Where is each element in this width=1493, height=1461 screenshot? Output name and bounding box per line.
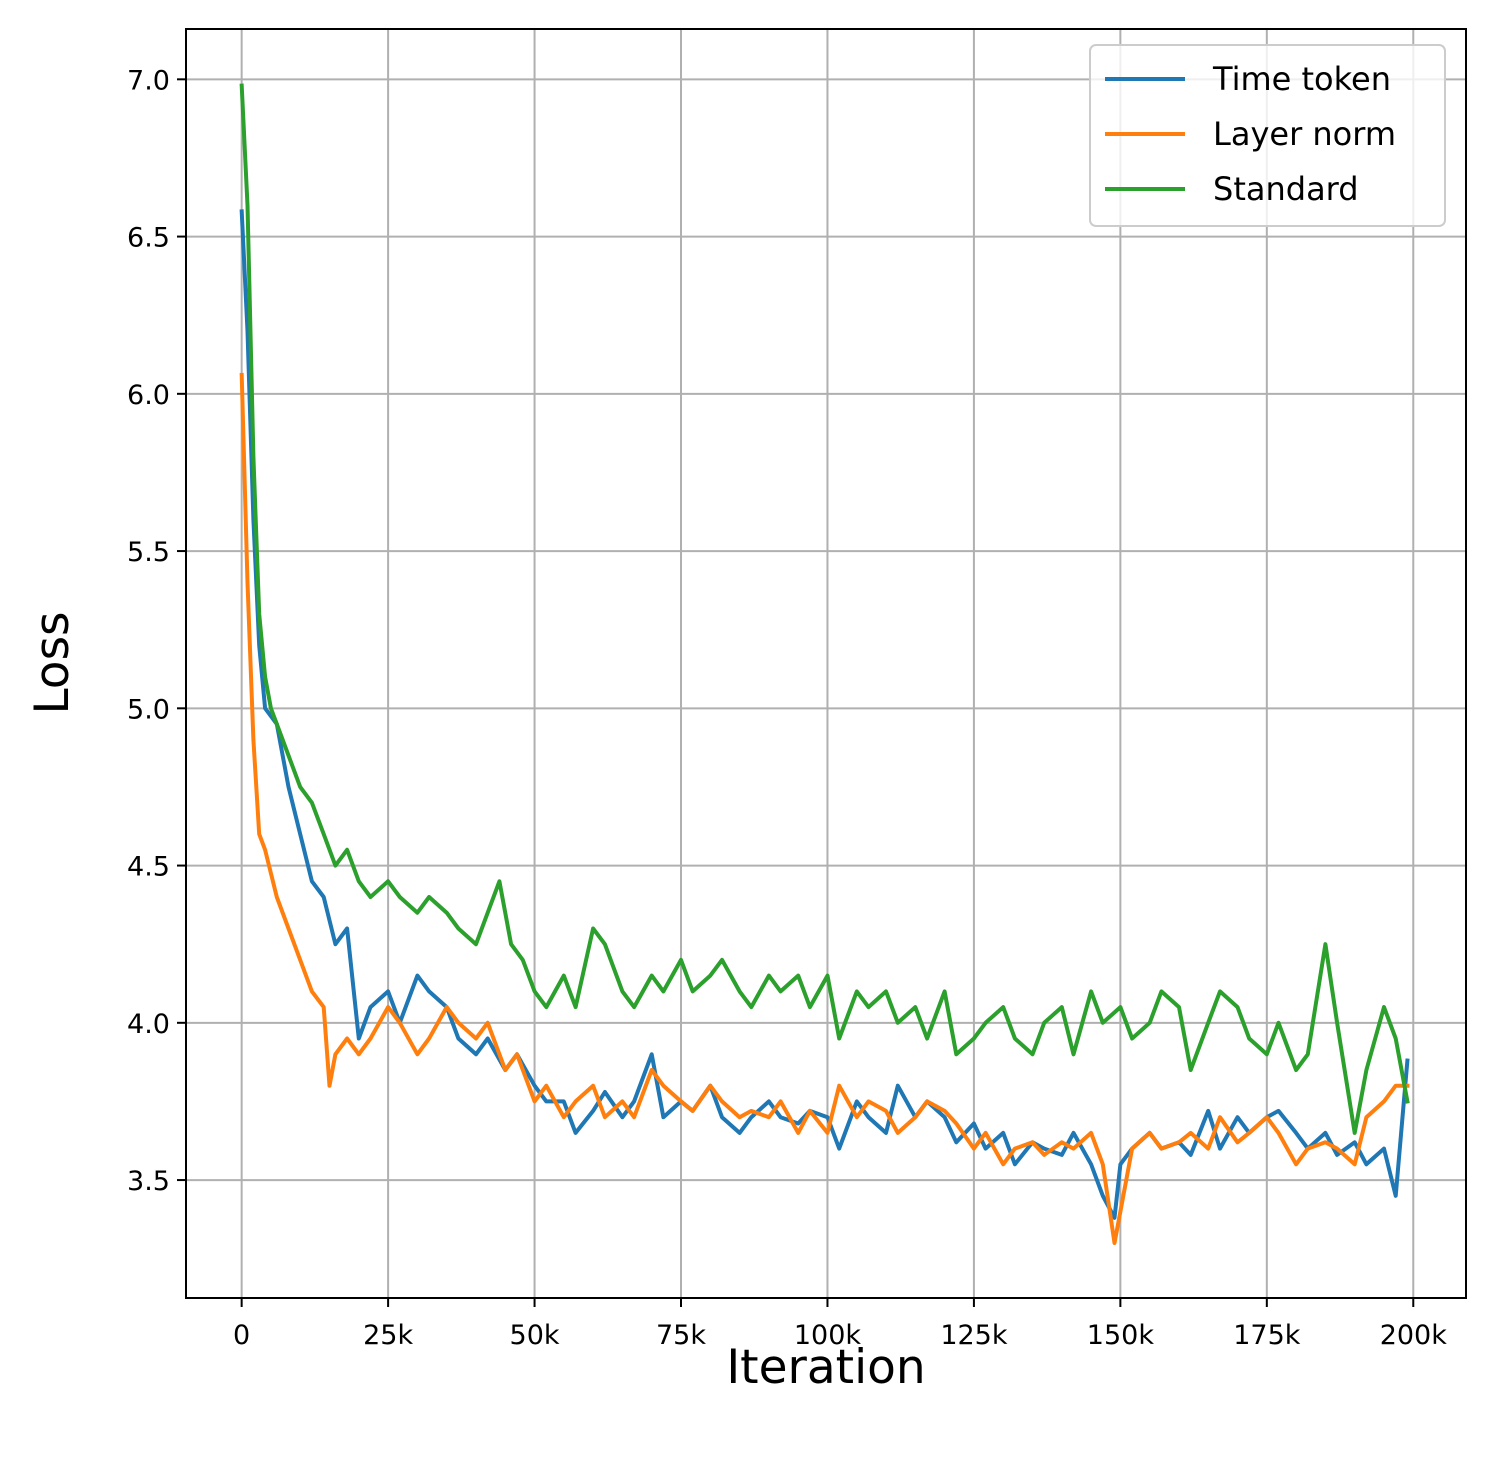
y-tick-label: 6.5 — [127, 223, 170, 254]
y-tick-label: 5.0 — [127, 694, 170, 725]
y-tick-label: 5.5 — [127, 537, 170, 568]
y-tick-label: 7.0 — [127, 65, 170, 96]
x-tick-label: 175k — [1233, 1320, 1301, 1351]
series-line-layer-norm — [239, 372, 1410, 1245]
series-line-standard — [239, 83, 1410, 1135]
legend-label-standard: Standard — [1213, 170, 1359, 208]
y-axis-title: Loss — [25, 611, 80, 714]
x-tick-label: 200k — [1380, 1320, 1448, 1351]
x-axis-title: Iteration — [726, 1340, 925, 1395]
y-tick-label: 6.0 — [127, 380, 170, 411]
x-tick-label: 100k — [794, 1320, 862, 1351]
series-line-time-token — [239, 209, 1410, 1220]
grid — [186, 29, 1466, 1298]
legend-box — [1089, 44, 1446, 227]
y-tick-label: 4.0 — [127, 1009, 170, 1040]
x-tick-label: 50k — [510, 1320, 560, 1351]
series-lines — [239, 83, 1410, 1245]
y-tick-label: 4.5 — [127, 852, 170, 883]
x-tick-label: 150k — [1087, 1320, 1155, 1351]
x-tick-label: 0 — [233, 1320, 250, 1351]
x-tick-label: 75k — [656, 1320, 706, 1351]
legend-label-layer-norm: Layer norm — [1213, 115, 1396, 153]
x-tick-label: 25k — [363, 1320, 413, 1351]
plot-background — [186, 29, 1466, 1298]
legend-label-time-token: Time token — [1212, 60, 1391, 98]
axis-ticks: 0 25k 50k 75k 100k 125k 150k 175k 200k 3.5 4.0 4.5 5… — [127, 65, 1447, 1351]
x-tick-label: 125k — [940, 1320, 1008, 1351]
plot-frame — [185, 28, 1467, 1299]
legend: Time token Layer norm Standard — [1089, 44, 1446, 227]
y-tick-label: 3.5 — [127, 1166, 170, 1197]
